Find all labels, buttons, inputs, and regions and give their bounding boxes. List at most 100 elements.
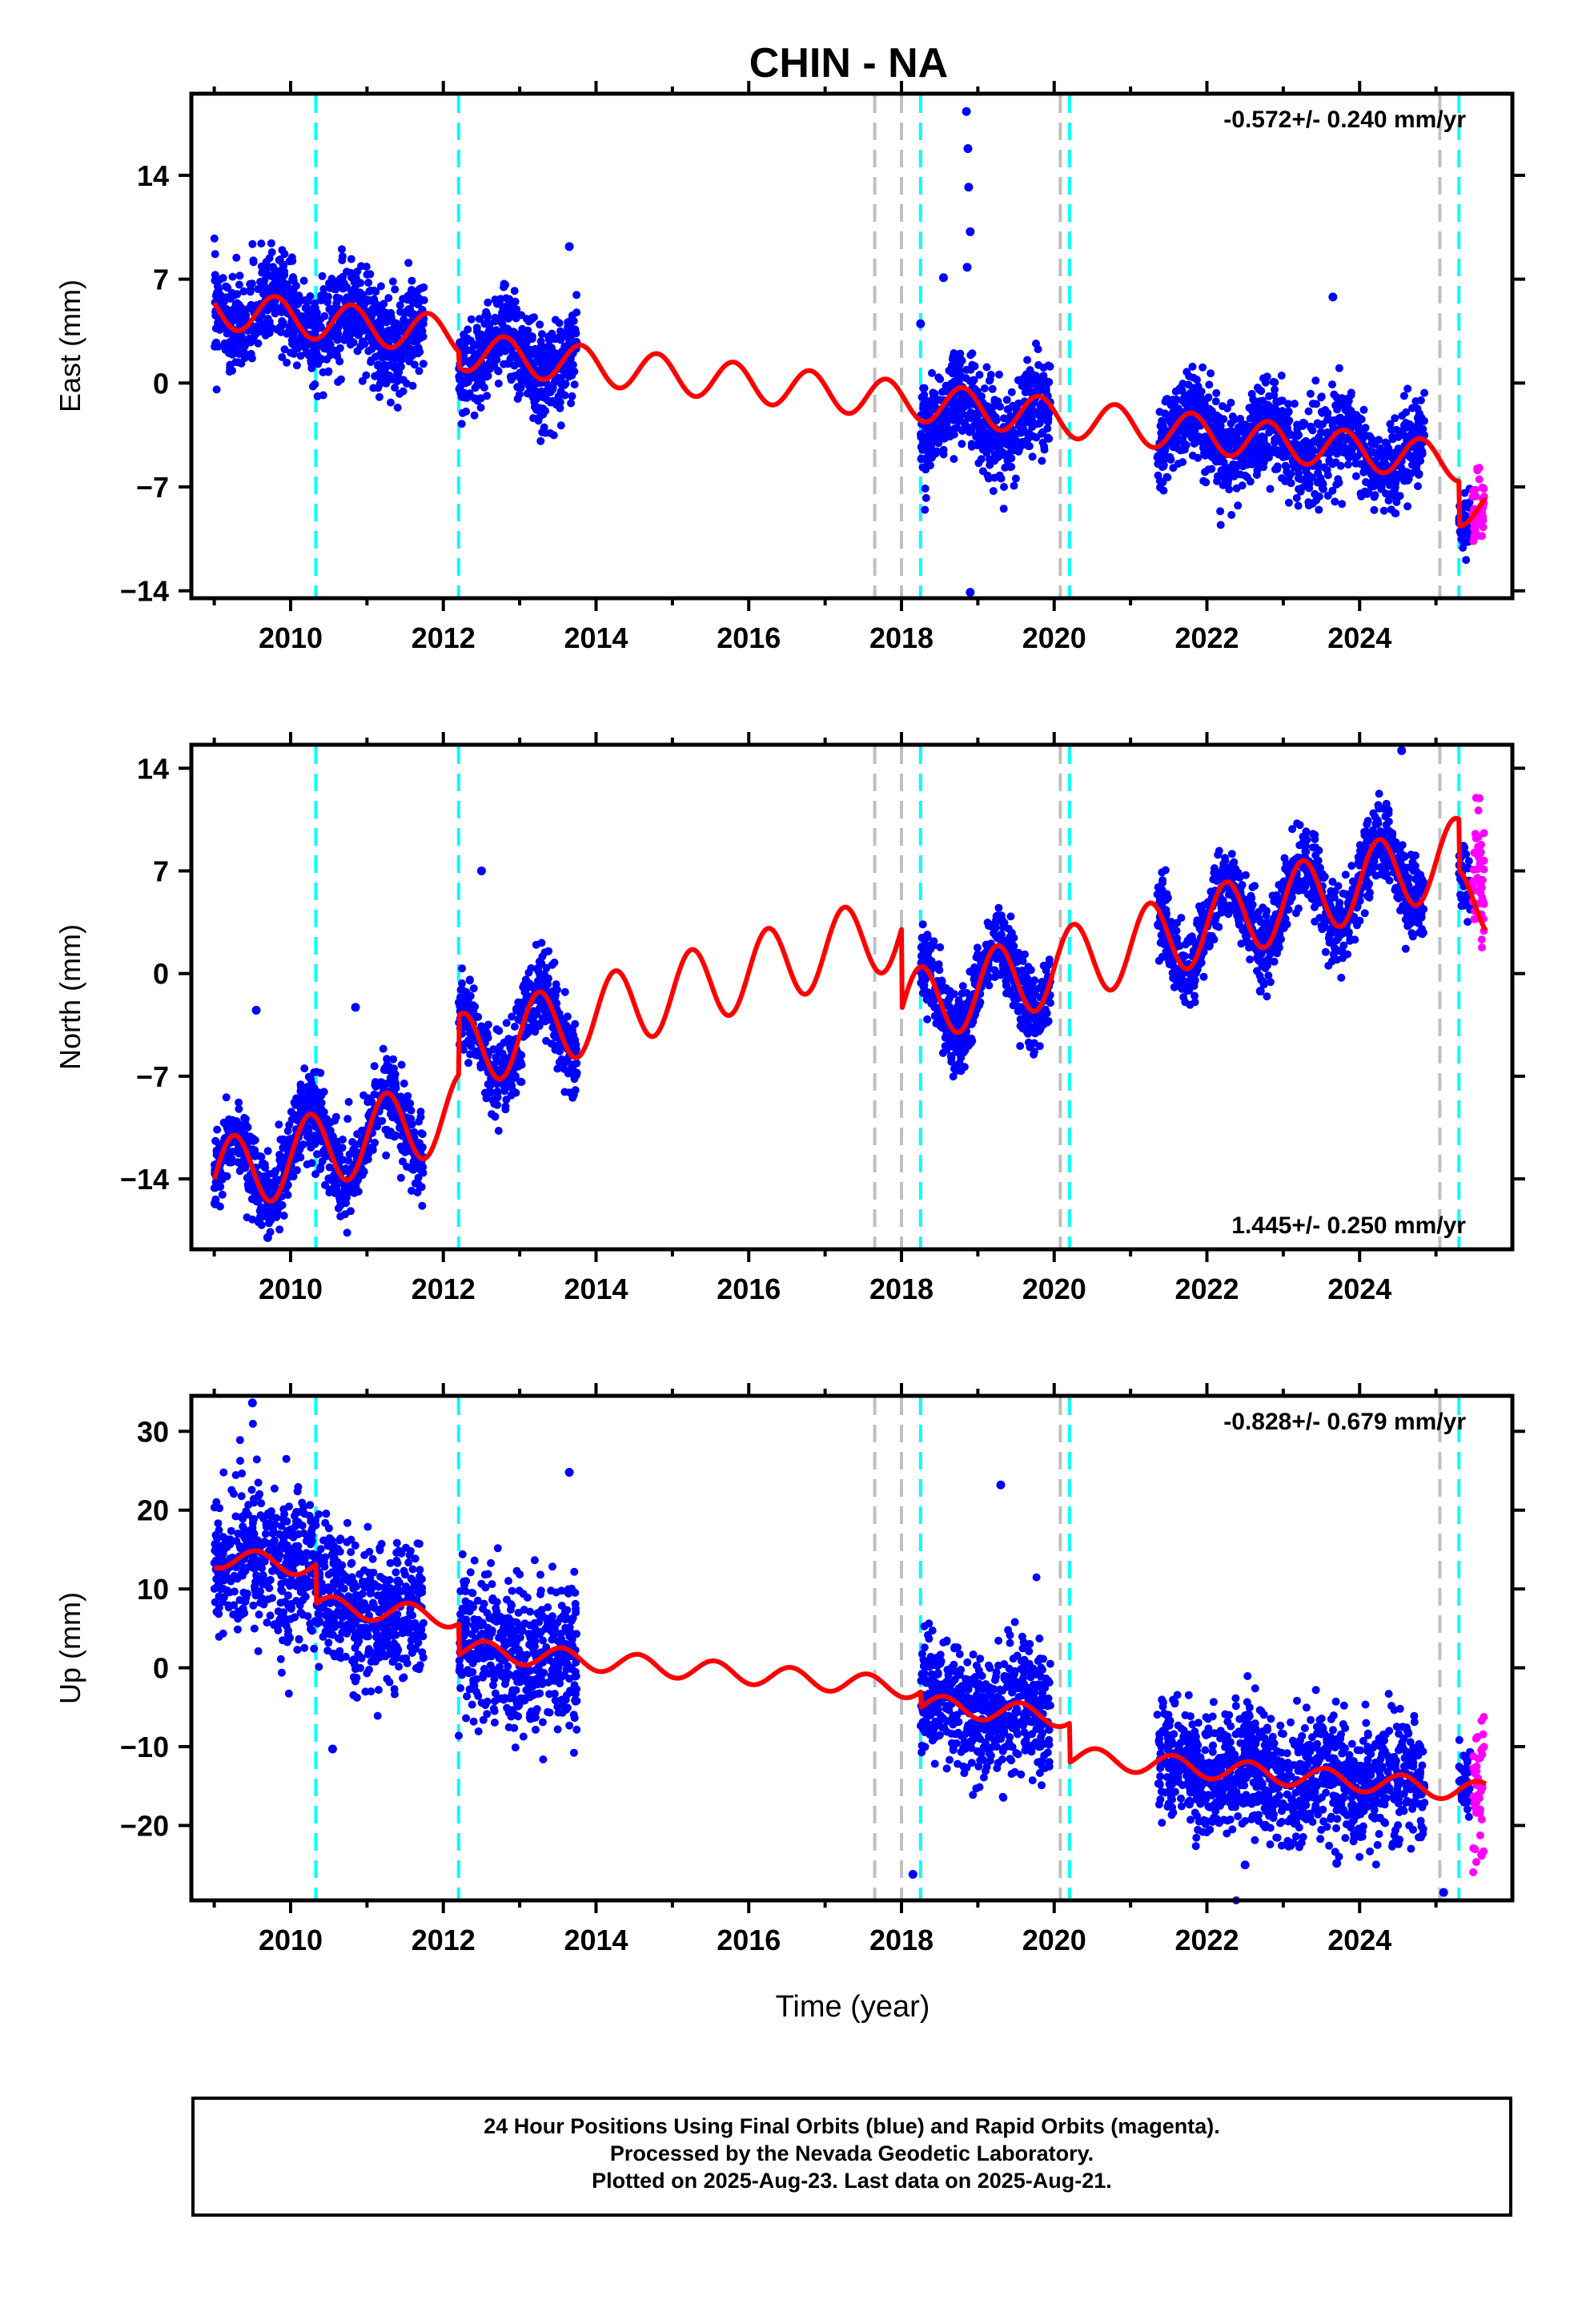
final-point bbox=[371, 1078, 379, 1087]
final-point bbox=[1195, 432, 1203, 441]
final-point bbox=[343, 1190, 351, 1199]
final-point bbox=[316, 1068, 325, 1077]
final-point bbox=[560, 1088, 569, 1096]
final-point bbox=[551, 1045, 560, 1054]
final-point bbox=[368, 1144, 377, 1152]
final-point bbox=[268, 280, 277, 289]
y-tick-label: −7 bbox=[136, 471, 169, 504]
final-point bbox=[493, 1087, 502, 1096]
final-point bbox=[392, 320, 401, 328]
final-point bbox=[528, 335, 536, 344]
final-point bbox=[1182, 368, 1191, 376]
final-point bbox=[572, 329, 580, 338]
final-point bbox=[568, 1093, 577, 1102]
final-point bbox=[297, 1141, 306, 1150]
final-point bbox=[467, 315, 476, 324]
final-point bbox=[278, 353, 287, 361]
final-point bbox=[1044, 361, 1053, 370]
final-point bbox=[301, 304, 310, 312]
final-point bbox=[1261, 378, 1270, 387]
final-point bbox=[311, 324, 319, 332]
y-tick-label: 0 bbox=[153, 367, 169, 400]
final-point bbox=[994, 903, 1003, 912]
final-point bbox=[463, 991, 472, 1000]
final-point bbox=[266, 324, 275, 332]
final-point bbox=[290, 336, 299, 344]
final-point bbox=[990, 396, 999, 405]
outlier-point bbox=[1328, 292, 1338, 302]
final-point bbox=[1165, 396, 1174, 405]
final-point bbox=[223, 1124, 231, 1132]
final-point bbox=[228, 272, 237, 281]
final-point bbox=[975, 371, 984, 379]
final-point bbox=[271, 1206, 280, 1215]
final-point bbox=[1010, 481, 1018, 490]
final-orbit-points bbox=[210, 746, 1475, 1242]
final-point bbox=[512, 305, 521, 314]
final-point bbox=[1265, 392, 1274, 400]
final-point bbox=[300, 296, 309, 304]
final-point bbox=[1212, 388, 1221, 397]
final-point bbox=[1014, 399, 1023, 408]
final-point bbox=[494, 1127, 503, 1135]
final-point bbox=[1035, 419, 1044, 428]
final-point bbox=[370, 1090, 379, 1099]
final-point bbox=[225, 1115, 233, 1124]
final-point bbox=[1209, 453, 1218, 462]
final-point bbox=[418, 1201, 427, 1210]
final-point bbox=[568, 1063, 576, 1072]
final-point bbox=[1416, 456, 1425, 465]
final-point bbox=[1331, 401, 1340, 410]
final-point bbox=[497, 314, 506, 323]
final-point bbox=[1163, 473, 1172, 482]
final-point bbox=[367, 356, 375, 364]
final-point bbox=[1399, 392, 1408, 400]
final-point bbox=[343, 1228, 351, 1237]
final-point bbox=[242, 311, 251, 320]
final-point bbox=[374, 384, 383, 392]
final-point bbox=[323, 1115, 331, 1124]
final-point bbox=[523, 389, 532, 398]
final-point bbox=[1216, 507, 1225, 516]
final-point bbox=[415, 367, 424, 376]
final-point bbox=[240, 342, 249, 350]
final-point bbox=[1034, 360, 1043, 369]
final-point bbox=[388, 277, 397, 286]
final-point bbox=[403, 380, 411, 388]
final-point bbox=[535, 404, 544, 412]
y-tick-label: −14 bbox=[120, 575, 169, 608]
final-point bbox=[1227, 511, 1236, 519]
final-point bbox=[535, 977, 544, 986]
final-point bbox=[390, 330, 399, 339]
final-point bbox=[1411, 397, 1420, 405]
final-point bbox=[1001, 463, 1010, 472]
final-point bbox=[403, 296, 412, 304]
final-point bbox=[1331, 497, 1339, 506]
final-point bbox=[405, 1100, 414, 1108]
final-point bbox=[571, 1019, 580, 1028]
final-point bbox=[457, 420, 466, 428]
final-point bbox=[1391, 414, 1399, 423]
final-point bbox=[1227, 428, 1235, 436]
final-point bbox=[326, 283, 335, 292]
final-point bbox=[235, 1125, 243, 1134]
final-point bbox=[544, 360, 552, 369]
final-point bbox=[334, 1189, 342, 1198]
final-point bbox=[279, 272, 287, 281]
final-point bbox=[400, 1080, 408, 1088]
final-point bbox=[936, 943, 945, 951]
final-point bbox=[213, 282, 222, 291]
final-point bbox=[927, 441, 936, 450]
final-point bbox=[536, 387, 545, 396]
final-point bbox=[1002, 396, 1011, 404]
final-point bbox=[1459, 544, 1468, 552]
final-point bbox=[327, 1130, 335, 1139]
final-point bbox=[213, 1125, 222, 1134]
final-point bbox=[470, 341, 479, 350]
final-point bbox=[1336, 436, 1345, 445]
final-point bbox=[319, 1088, 328, 1096]
final-point bbox=[556, 404, 564, 412]
final-point bbox=[349, 1184, 358, 1192]
final-point bbox=[1315, 505, 1323, 514]
final-point bbox=[524, 1026, 533, 1035]
